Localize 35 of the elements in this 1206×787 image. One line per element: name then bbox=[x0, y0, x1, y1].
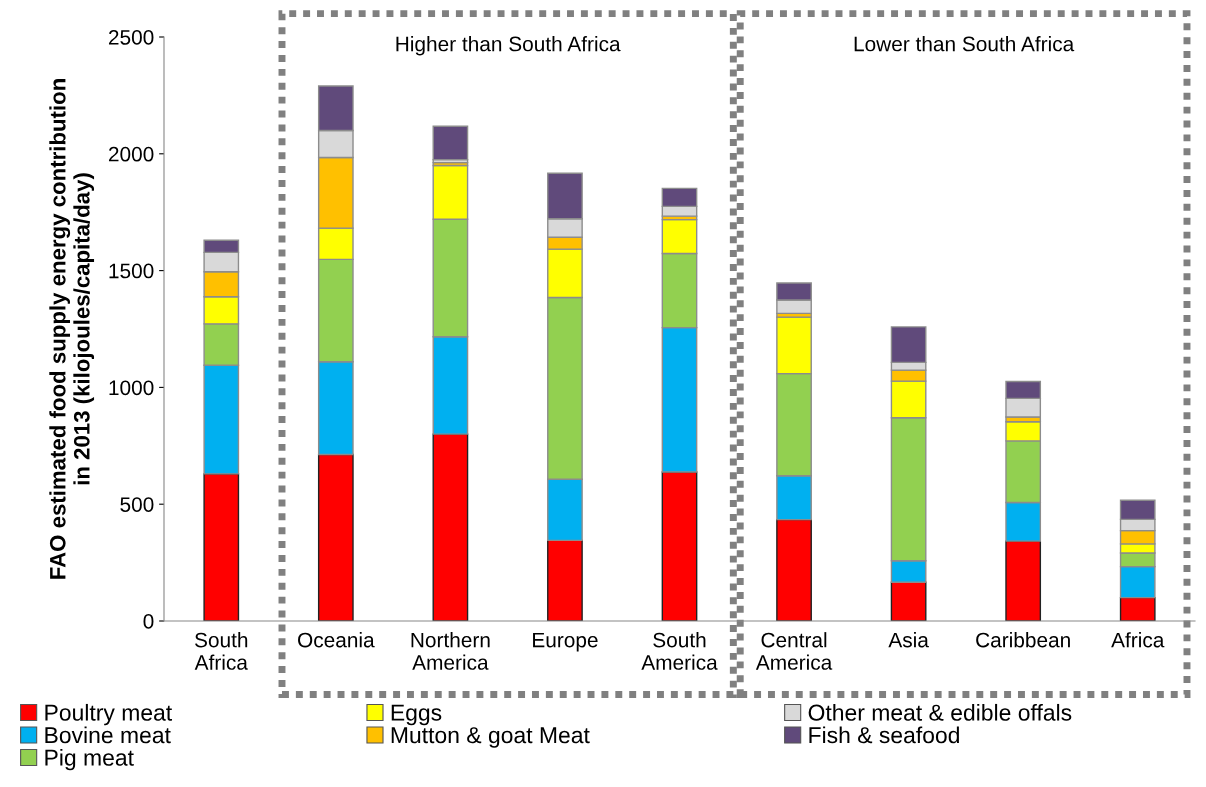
bar bbox=[661, 471, 698, 621]
legend-label: Pig meat bbox=[45, 748, 134, 771]
bar bbox=[776, 518, 812, 621]
x-tick-label: South Africa bbox=[194, 632, 248, 670]
x-tick-label: Central America bbox=[755, 632, 833, 670]
bar bbox=[1119, 596, 1156, 621]
bar bbox=[317, 453, 354, 621]
legend-label: Fish & seafood bbox=[809, 726, 959, 744]
y-tick-label: 1000 bbox=[109, 380, 154, 396]
x-tick-label: Northern America bbox=[411, 632, 490, 670]
bar bbox=[203, 473, 240, 621]
bar bbox=[547, 539, 583, 621]
legend-label: Other meat & edible offals bbox=[808, 703, 1072, 721]
x-tick-label: Europe bbox=[533, 632, 598, 652]
annotation: Lower than South Africa bbox=[854, 36, 1075, 52]
bar bbox=[1005, 540, 1042, 621]
y-axis-title: FAO estimated food supply energy contribution in 2013 (kilojoules/capita/day) bbox=[49, 79, 95, 579]
bar bbox=[432, 433, 469, 621]
legend-label: Mutton & goat Meat bbox=[391, 727, 590, 748]
y-tick-label: 2500 bbox=[108, 30, 154, 45]
legend-label: Bovine meat bbox=[45, 726, 171, 744]
x-tick-label: Oceania bbox=[298, 632, 375, 648]
y-tick-label: 2000 bbox=[108, 146, 154, 162]
bar bbox=[890, 581, 927, 621]
x-tick-label: Caribbean bbox=[976, 632, 1070, 648]
legend-label: Eggs bbox=[391, 704, 442, 726]
legend-label: Poultry meat bbox=[45, 703, 173, 726]
annotation: Higher than South Africa bbox=[396, 36, 621, 56]
y-tick-label: 500 bbox=[120, 497, 154, 512]
bar bbox=[432, 125, 469, 161]
x-tick-label: South America bbox=[641, 632, 718, 670]
x-tick-label: Asia bbox=[888, 632, 929, 648]
x-tick-label: Africa bbox=[1111, 632, 1165, 648]
y-tick-label: 0 bbox=[143, 614, 154, 629]
y-tick-label: 1500 bbox=[109, 263, 154, 279]
